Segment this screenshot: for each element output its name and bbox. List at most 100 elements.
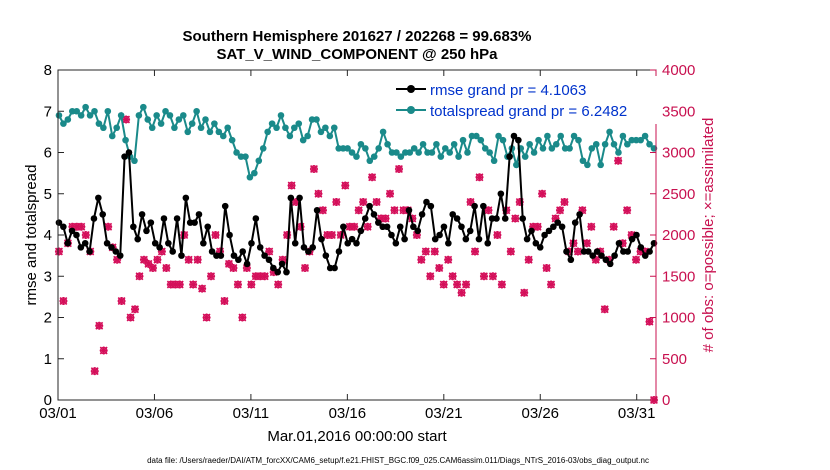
rmse-point — [348, 235, 356, 243]
rmse-point — [414, 227, 422, 235]
obs-point — [439, 280, 448, 289]
rmse-point — [550, 223, 557, 231]
obs-point — [314, 189, 323, 198]
totalspread-point — [100, 124, 107, 132]
rmse-point — [598, 252, 605, 259]
totalspread-point — [646, 140, 653, 148]
rmse-point — [431, 235, 439, 243]
obs-point — [207, 272, 216, 281]
rmse-point — [480, 202, 487, 210]
totalspread-point — [601, 140, 609, 148]
totalspread-point — [91, 107, 98, 115]
rmse-point — [641, 252, 649, 259]
y-left-tick-label: 7 — [44, 103, 52, 120]
obs-point — [538, 189, 547, 198]
totalspread-point — [344, 145, 351, 152]
totalspread-point — [175, 116, 183, 123]
obs-point — [372, 198, 381, 206]
totalspread-point — [73, 107, 81, 115]
obs-point — [515, 198, 524, 206]
obs-point — [520, 288, 529, 297]
totalspread-point — [299, 136, 307, 144]
rmse-point — [138, 211, 146, 218]
rmse-point — [300, 244, 308, 251]
y-left-tick-label: 0 — [44, 392, 52, 409]
obs-point — [117, 297, 126, 305]
rmse-point — [90, 215, 98, 222]
totalspread-point — [219, 132, 227, 140]
rmse-point — [383, 223, 391, 231]
rmse-point — [274, 268, 282, 276]
totalspread-point — [108, 132, 116, 140]
rmse-point — [204, 223, 212, 231]
totalspread-point — [379, 128, 387, 136]
totalspread-point — [570, 132, 578, 140]
rmse-point — [528, 227, 535, 235]
obs-point — [623, 206, 632, 215]
rmse-point — [606, 260, 614, 268]
totalspread-point — [153, 112, 160, 119]
rmse-point — [366, 202, 373, 210]
obs-point — [448, 272, 457, 281]
totalspread-point — [393, 149, 400, 156]
totalspread-point — [286, 132, 294, 140]
obs-point — [471, 247, 480, 256]
totalspread-point — [441, 145, 449, 152]
rmse-point — [230, 252, 238, 259]
totalspread-point — [117, 112, 125, 119]
y-axis-right-label: # of obs: o=possible; ×=assimilated — [700, 118, 717, 353]
obs-point — [77, 222, 86, 231]
totalspread-point — [215, 128, 223, 136]
rmse-point — [571, 219, 579, 226]
totalspread-point — [490, 157, 498, 165]
rmse-point — [396, 223, 404, 231]
obs-point — [560, 198, 569, 206]
rmse-point — [278, 260, 286, 268]
obs-point — [202, 313, 211, 322]
rmse-point — [501, 215, 509, 222]
obs-point — [542, 264, 551, 272]
totalspread-point — [481, 145, 489, 152]
totalspread-point — [521, 153, 529, 160]
rmse-point — [335, 248, 343, 255]
rmse-point — [357, 227, 365, 235]
rmse-point — [462, 235, 470, 243]
totalspread-point — [166, 112, 174, 119]
totalspread-point — [206, 128, 214, 136]
rmse-point — [322, 252, 330, 259]
rmse-point — [519, 215, 527, 222]
y-left-tick-label: 4 — [44, 227, 52, 244]
rmse-point — [243, 260, 251, 268]
rmse-point — [361, 215, 369, 222]
totalspread-point — [357, 140, 365, 148]
totalspread-point — [552, 140, 560, 148]
y-right-tick-label: 2500 — [662, 186, 695, 203]
rmse-point — [73, 231, 80, 239]
totalspread-point — [228, 136, 236, 144]
rmse-point — [576, 211, 583, 218]
rmse-point — [156, 244, 163, 251]
obs-point — [238, 313, 247, 322]
totalspread-point — [366, 157, 374, 165]
x-tick-label: 03/16 — [329, 405, 367, 422]
totalspread-point — [224, 124, 231, 132]
obs-point — [265, 247, 274, 256]
y-right-tick-label: 3000 — [662, 145, 695, 162]
totalspread-point — [584, 161, 591, 169]
totalspread-point — [384, 140, 391, 148]
rmse-point — [191, 219, 198, 226]
obs-point — [645, 317, 654, 326]
obs-point — [175, 280, 184, 289]
totalspread-point — [588, 145, 596, 152]
obs-point — [95, 321, 104, 330]
obs-point — [421, 247, 430, 256]
y-right-tick-label: 500 — [662, 351, 687, 368]
totalspread-point — [415, 149, 422, 156]
rmse-point — [77, 244, 85, 251]
totalspread-point — [184, 128, 192, 136]
rmse-point — [458, 223, 465, 231]
obs-point — [126, 313, 135, 322]
totalspread-point — [575, 136, 582, 144]
totalspread-point — [557, 132, 565, 140]
